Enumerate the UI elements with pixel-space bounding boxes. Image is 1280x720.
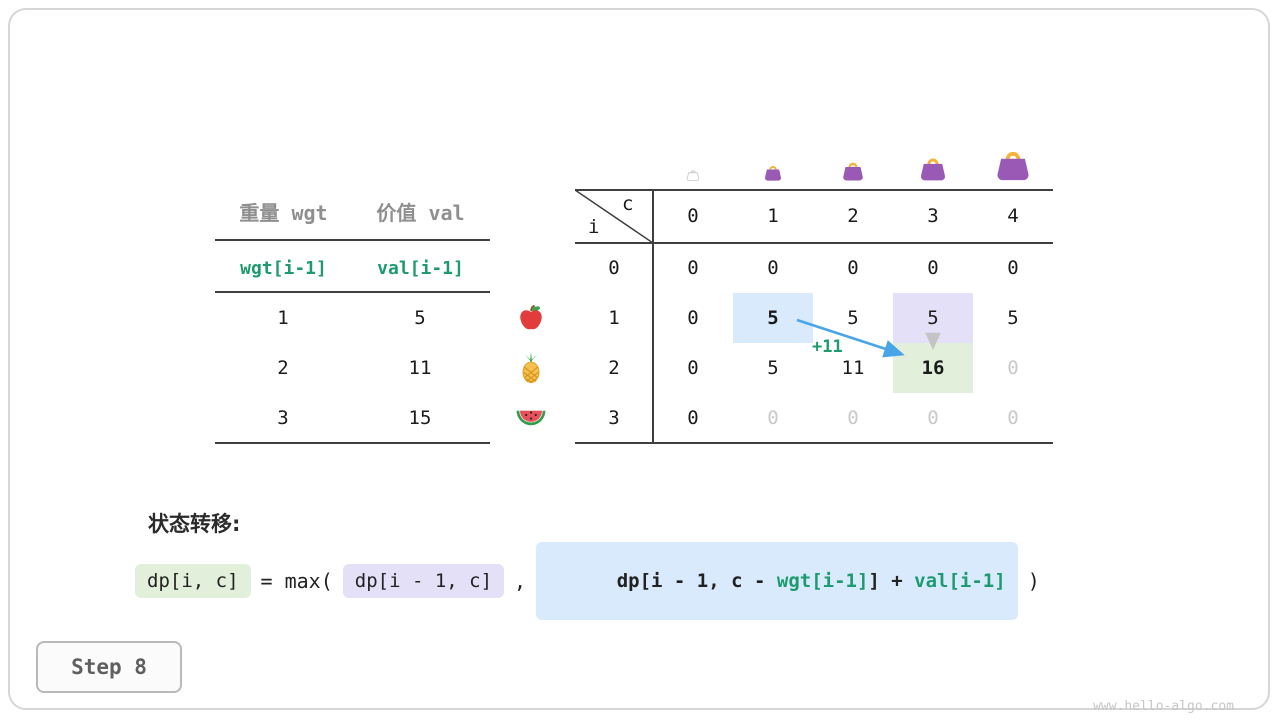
highlight-cell-i2-c3 xyxy=(893,343,973,393)
corner-diagonal xyxy=(575,190,653,243)
dp-cell-0-0: 0 xyxy=(687,257,699,279)
item-value: 5 xyxy=(414,307,426,329)
divider xyxy=(652,189,654,444)
dp-cell-3-0: 0 xyxy=(687,407,699,429)
transition-formula: dp[i, c] = max( dp[i - 1, c] , dp[i - 1,… xyxy=(135,542,1040,620)
item-weight: 1 xyxy=(277,307,289,329)
annotation-plus-11: +11 xyxy=(812,337,843,357)
dp-cell-3-2: 0 xyxy=(847,407,859,429)
dp-cell-2-2: 11 xyxy=(841,357,865,379)
dp-cell-2-3: 16 xyxy=(921,357,945,379)
dp-col-header: 4 xyxy=(1007,205,1019,227)
dp-col-header: 3 xyxy=(927,205,939,227)
dp-cell-2-4: 0 xyxy=(1007,357,1019,379)
apple-icon xyxy=(520,304,542,330)
divider xyxy=(575,242,1053,244)
empty-bag-icon xyxy=(686,170,700,181)
formula-arg2: dp[i - 1, c - wgt[i-1]] + val[i-1] xyxy=(536,542,1018,620)
dp-cell-1-0: 0 xyxy=(687,307,699,329)
transition-label: 状态转移: xyxy=(148,512,241,536)
left-table-header-val: 价值 val xyxy=(376,200,465,225)
item-value: 15 xyxy=(408,407,432,429)
dp-col-header: 2 xyxy=(847,205,859,227)
item-value: 11 xyxy=(408,357,432,379)
formula-arg1: dp[i - 1, c] xyxy=(342,564,505,598)
dp-cell-2-0: 0 xyxy=(687,357,699,379)
formula-arg2-val: val[i-1] xyxy=(914,570,1006,592)
formula-comma: , xyxy=(514,569,527,593)
dp-row-header: 0 xyxy=(608,257,620,279)
corner-label-c: c xyxy=(622,193,634,215)
step-button[interactable]: Step 8 xyxy=(36,641,182,693)
divider xyxy=(215,291,490,293)
corner-label-i: i xyxy=(588,216,600,238)
divider xyxy=(215,239,490,241)
dp-col-header: 1 xyxy=(767,205,779,227)
dp-grid: 0 0 0 0 0 0 5 5 5 5 0 5 11 16 0 0 0 0 0 … xyxy=(653,243,1053,443)
formula-arg2-part: dp[i - 1, c - xyxy=(616,570,777,592)
dp-cell-3-4: 0 xyxy=(1007,407,1019,429)
dp-cell-0-4: 0 xyxy=(1007,257,1019,279)
formula-equals: = max( xyxy=(260,569,333,593)
dp-cell-2-1: 5 xyxy=(767,357,779,379)
dp-cell-0-2: 0 xyxy=(847,257,859,279)
divider xyxy=(575,442,1053,444)
handbag-icon-medium xyxy=(843,162,863,181)
dp-row-header: 3 xyxy=(608,407,620,429)
formula-close: ) xyxy=(1027,569,1040,593)
dp-cell-0-3: 0 xyxy=(927,257,939,279)
dp-cell-3-3: 0 xyxy=(927,407,939,429)
handbag-icon-large xyxy=(920,158,946,181)
index-row-val: val[i-1] xyxy=(377,257,464,279)
dp-cell-1-3: 5 xyxy=(927,307,939,329)
dp-cell-1-4: 5 xyxy=(1007,307,1019,329)
dp-cell-1-2: 5 xyxy=(847,307,859,329)
handbag-icon-small xyxy=(764,166,782,181)
left-table-header-wgt: 重量 wgt xyxy=(239,200,328,225)
dp-cell-1-1: 5 xyxy=(767,307,779,329)
item-weight: 2 xyxy=(277,357,289,379)
index-row-wgt: wgt[i-1] xyxy=(240,257,327,279)
formula-lhs: dp[i, c] xyxy=(135,564,251,598)
watermelon-icon xyxy=(516,410,546,426)
item-weight: 3 xyxy=(277,407,289,429)
dp-row-header: 1 xyxy=(608,307,620,329)
dp-row-header: 2 xyxy=(608,357,620,379)
pineapple-icon xyxy=(522,352,540,384)
formula-arg2-wgt: wgt[i-1] xyxy=(776,570,869,592)
dp-cell-3-1: 0 xyxy=(767,407,779,429)
dp-col-header: 0 xyxy=(687,205,699,227)
divider xyxy=(215,442,490,444)
dp-cell-0-1: 0 xyxy=(767,257,779,279)
divider xyxy=(575,189,1053,191)
formula-arg2-part: ] + xyxy=(868,570,915,592)
dp-column-headers: 0 1 2 3 4 xyxy=(653,190,1053,242)
dp-row-headers: 0 1 2 3 xyxy=(575,243,653,443)
watermark: www.hello-algo.com xyxy=(1093,699,1234,714)
handbag-icon-xlarge xyxy=(997,151,1029,181)
